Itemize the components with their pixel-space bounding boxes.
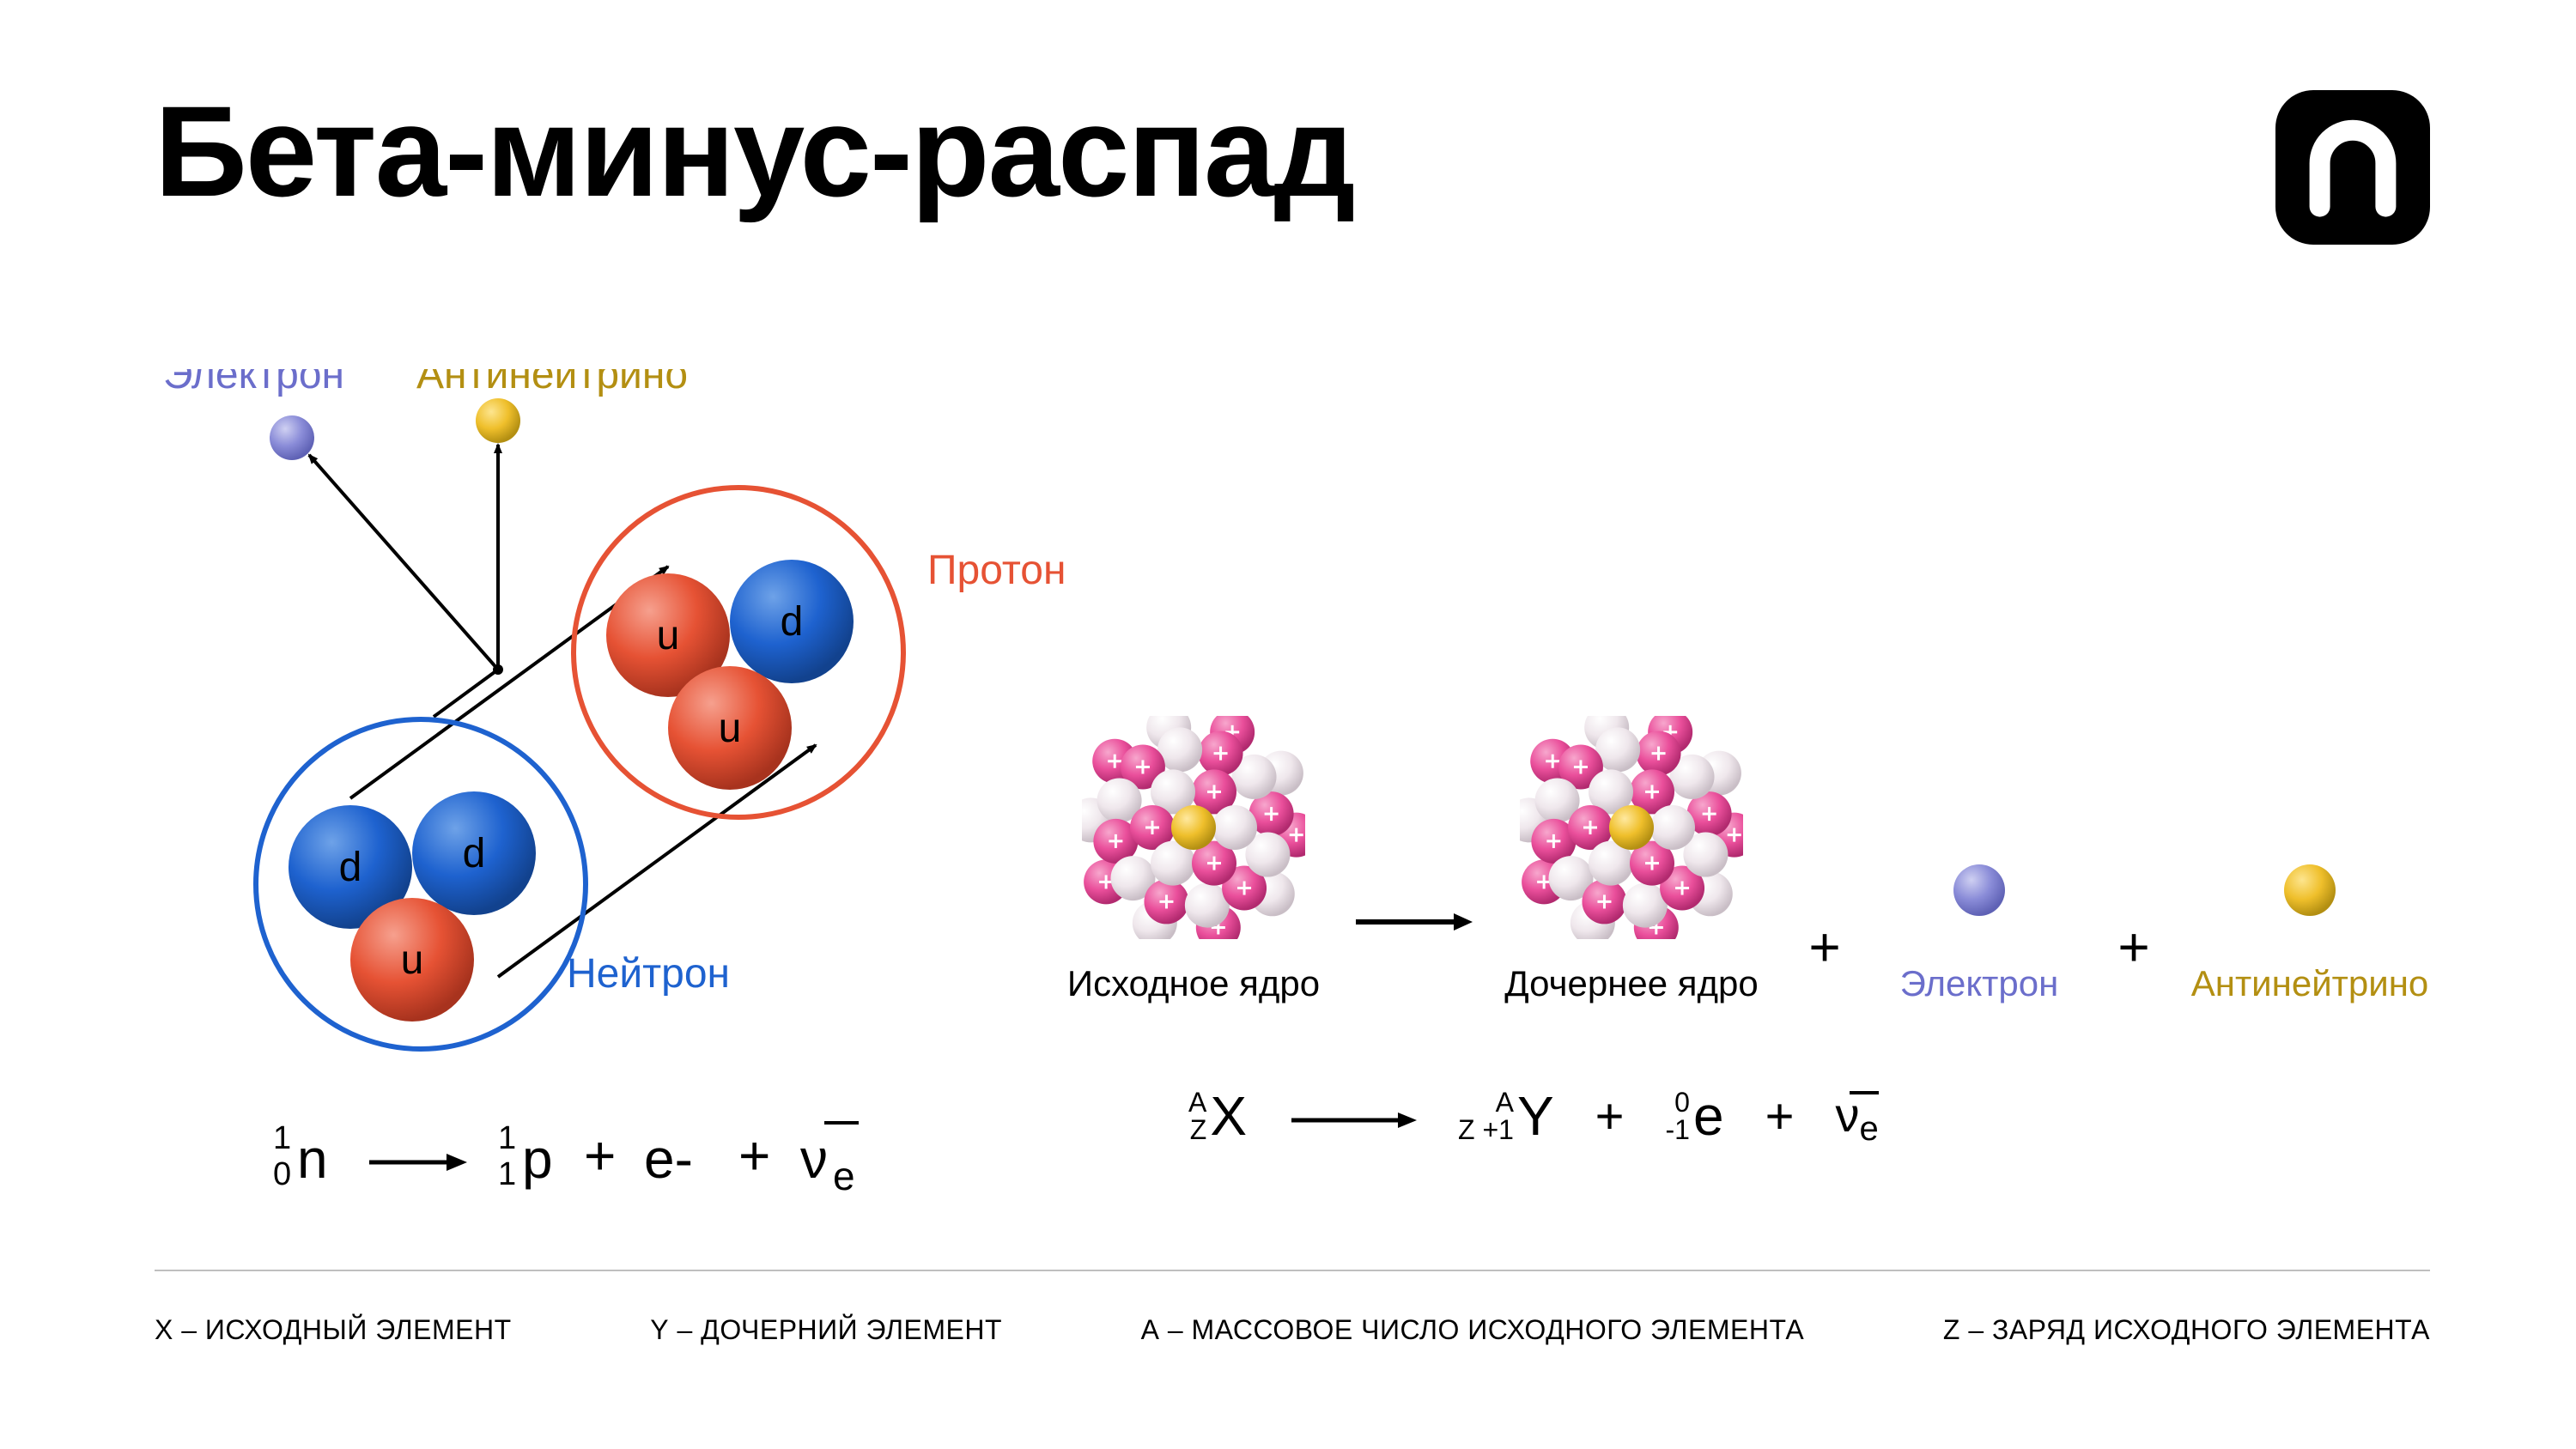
- nuclide-X: A Z X: [1188, 1088, 1247, 1143]
- svg-text:d: d: [781, 599, 804, 645]
- svg-text:u: u: [657, 613, 680, 658]
- nuclide-Y: A Z +1 Y: [1458, 1088, 1554, 1143]
- svg-text:e-: e-: [644, 1128, 693, 1190]
- nuclide-nu: νe: [1835, 1086, 1878, 1146]
- antineutrino-icon: [2280, 860, 2340, 920]
- svg-text:1: 1: [273, 1120, 291, 1156]
- arrow-icon: [1288, 1088, 1417, 1145]
- electron-label: Электрон: [1900, 963, 2059, 1004]
- parent-nucleus-icon: [1082, 716, 1305, 939]
- svg-text:d: d: [463, 831, 486, 876]
- daughter-nucleus-icon: [1520, 716, 1743, 939]
- plus-sign: +: [1777, 652, 1872, 1030]
- parent-nucleus-label: Исходное ядро: [1067, 963, 1320, 1004]
- svg-text:u: u: [401, 937, 424, 983]
- legend-item: A – МАССОВОЕ ЧИСЛО ИСХОДНОГО ЭЛЕМЕНТА: [1141, 1314, 1805, 1346]
- svg-text:p: p: [522, 1128, 553, 1190]
- nucleus-diagram: Исходное ядро Дочернее ядро + Электрон +…: [1048, 678, 2507, 1004]
- page-title: Бета-минус-распад: [155, 77, 1354, 226]
- quark-diagram: d d u u d u Электрон Антинейтрино Протон Нейтрон: [155, 369, 1099, 1073]
- legend-item: X – ИСХОДНЫЙ ЭЛЕМЕНТ: [155, 1314, 512, 1346]
- svg-text:n: n: [297, 1128, 328, 1190]
- antineutrino-label: Антинейтрино: [2191, 963, 2429, 1004]
- svg-text:0: 0: [273, 1156, 291, 1192]
- logo-icon: [2275, 90, 2430, 245]
- nuclear-equation: A Z X A Z +1 Y + 0 -1 e + νe: [1176, 1069, 2464, 1163]
- footer-legend: X – ИСХОДНЫЙ ЭЛЕМЕНТ Y – ДОЧЕРНИЙ ЭЛЕМЕН…: [155, 1270, 2430, 1346]
- svg-text:u: u: [719, 706, 742, 751]
- svg-text:1: 1: [498, 1120, 516, 1156]
- svg-text:Нейтрон: Нейтрон: [567, 951, 730, 997]
- nuclide-e: 0 -1 e: [1666, 1088, 1724, 1143]
- svg-text:d: d: [339, 845, 362, 890]
- daughter-nucleus-label: Дочернее ядро: [1504, 963, 1759, 1004]
- legend-item: Z – ЗАРЯД ИСХОДНОГО ЭЛЕМЕНТА: [1943, 1314, 2430, 1346]
- arrow-icon: [1352, 905, 1473, 939]
- svg-text:e: e: [833, 1154, 855, 1198]
- plus-sign: +: [1595, 1088, 1625, 1145]
- svg-text:Электрон: Электрон: [163, 369, 344, 397]
- quark-equation: 10n11p+e-+νe: [258, 1099, 987, 1219]
- svg-text:Антинейтрино: Антинейтрино: [416, 369, 688, 397]
- legend-item: Y – ДОЧЕРНИЙ ЭЛЕМЕНТ: [650, 1314, 1002, 1346]
- svg-text:1: 1: [498, 1156, 516, 1192]
- plus-sign: +: [2087, 652, 2181, 1030]
- plus-sign: +: [1765, 1088, 1795, 1145]
- svg-text:+: +: [738, 1125, 770, 1186]
- svg-text:ν: ν: [800, 1128, 828, 1190]
- electron-icon: [1949, 860, 2009, 920]
- svg-text:+: +: [584, 1125, 616, 1186]
- svg-text:Протон: Протон: [927, 548, 1066, 593]
